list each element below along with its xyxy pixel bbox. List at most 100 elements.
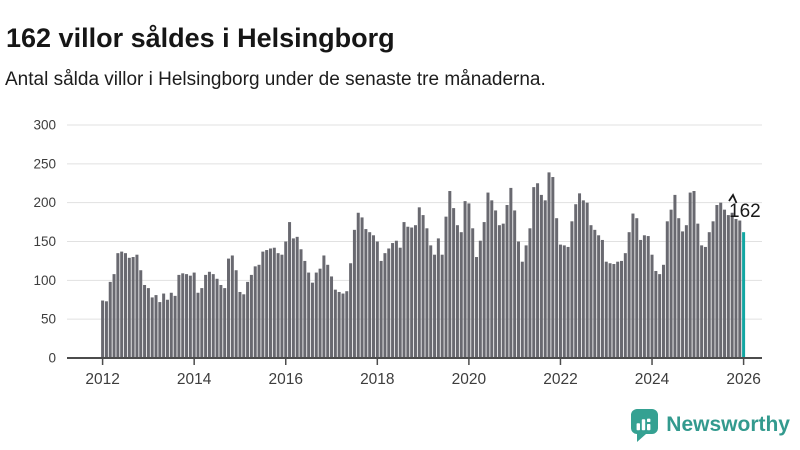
bar xyxy=(295,236,299,358)
bar xyxy=(551,177,555,358)
bar xyxy=(303,260,307,358)
bar xyxy=(421,215,425,358)
bar xyxy=(471,228,475,358)
bar xyxy=(604,261,608,358)
bar xyxy=(455,225,459,358)
bar xyxy=(509,187,513,358)
bar xyxy=(310,282,314,358)
bar xyxy=(341,293,345,358)
bar xyxy=(249,274,253,358)
bar xyxy=(669,209,673,358)
bar xyxy=(307,272,311,358)
bar xyxy=(375,241,379,358)
bar xyxy=(223,288,227,358)
bar xyxy=(314,272,318,358)
bar xyxy=(593,229,597,358)
bar xyxy=(711,221,715,358)
bar xyxy=(486,192,490,358)
bar xyxy=(349,263,353,358)
newsworthy-logo[interactable]: Newsworthy xyxy=(629,408,790,442)
bar xyxy=(211,274,215,358)
bar xyxy=(574,204,578,358)
bar xyxy=(372,235,375,358)
bar xyxy=(333,289,337,358)
bar xyxy=(242,294,246,358)
x-tick-label: 2016 xyxy=(269,371,303,388)
bar xyxy=(616,261,620,358)
bar xyxy=(631,213,635,358)
bar xyxy=(276,253,280,358)
bar xyxy=(642,235,646,358)
bar xyxy=(394,240,398,358)
bar xyxy=(112,274,116,358)
bar xyxy=(566,246,570,358)
page-title: 162 villor såldes i Helsingborg xyxy=(6,23,395,54)
bar xyxy=(131,257,135,358)
bar xyxy=(562,245,566,358)
bar xyxy=(268,248,272,358)
chart-subtitle: Antal sålda villor i Helsingborg under d… xyxy=(5,69,546,90)
bar xyxy=(524,245,528,358)
bar xyxy=(215,278,219,358)
bar xyxy=(181,273,185,358)
bar xyxy=(265,250,269,358)
bar xyxy=(528,228,532,358)
bar xyxy=(318,268,322,358)
annotation-label: 162 xyxy=(729,201,761,222)
bar xyxy=(688,192,692,358)
bar xyxy=(482,222,486,358)
bar xyxy=(490,200,494,358)
x-tick-label: 2018 xyxy=(360,371,394,388)
x-tick-label: 2012 xyxy=(85,371,119,388)
bar xyxy=(700,245,704,358)
bar xyxy=(192,272,196,358)
bar xyxy=(585,202,589,358)
bar xyxy=(433,254,437,358)
bar xyxy=(368,232,372,358)
bar xyxy=(532,187,536,358)
bar xyxy=(139,270,143,358)
bar xyxy=(356,212,360,358)
bar xyxy=(505,205,509,358)
bar xyxy=(661,264,665,358)
bar xyxy=(352,229,356,358)
bar xyxy=(360,217,364,358)
bar xyxy=(543,200,547,358)
bar xyxy=(444,216,448,358)
bar xyxy=(383,253,387,358)
bar xyxy=(547,172,551,358)
bar xyxy=(429,245,433,358)
bar xyxy=(738,220,742,358)
bar xyxy=(570,221,574,358)
bar xyxy=(402,222,406,358)
bar xyxy=(673,194,677,358)
bar xyxy=(234,270,238,358)
bar xyxy=(715,205,719,358)
bar xyxy=(707,232,711,358)
bar xyxy=(581,200,585,358)
bar xyxy=(253,266,257,358)
highlighted-bar xyxy=(742,232,746,358)
bar xyxy=(677,218,681,358)
bar xyxy=(696,223,700,358)
bar xyxy=(165,299,169,358)
bar xyxy=(116,253,120,358)
annotation-leader xyxy=(728,193,738,204)
bar xyxy=(135,254,139,358)
bar xyxy=(108,281,112,358)
bar xyxy=(589,225,593,358)
bar xyxy=(646,236,650,358)
bar xyxy=(387,248,391,358)
bar xyxy=(413,225,417,358)
newsworthy-logo-icon xyxy=(631,409,659,442)
bar xyxy=(475,257,479,358)
bar xyxy=(608,263,612,358)
bar xyxy=(120,251,124,358)
bar xyxy=(639,239,643,358)
bar xyxy=(612,264,616,358)
bar xyxy=(410,227,414,358)
bar xyxy=(520,261,524,358)
bar xyxy=(127,257,131,358)
x-tick-label: 2020 xyxy=(452,371,487,388)
bar xyxy=(665,221,669,358)
